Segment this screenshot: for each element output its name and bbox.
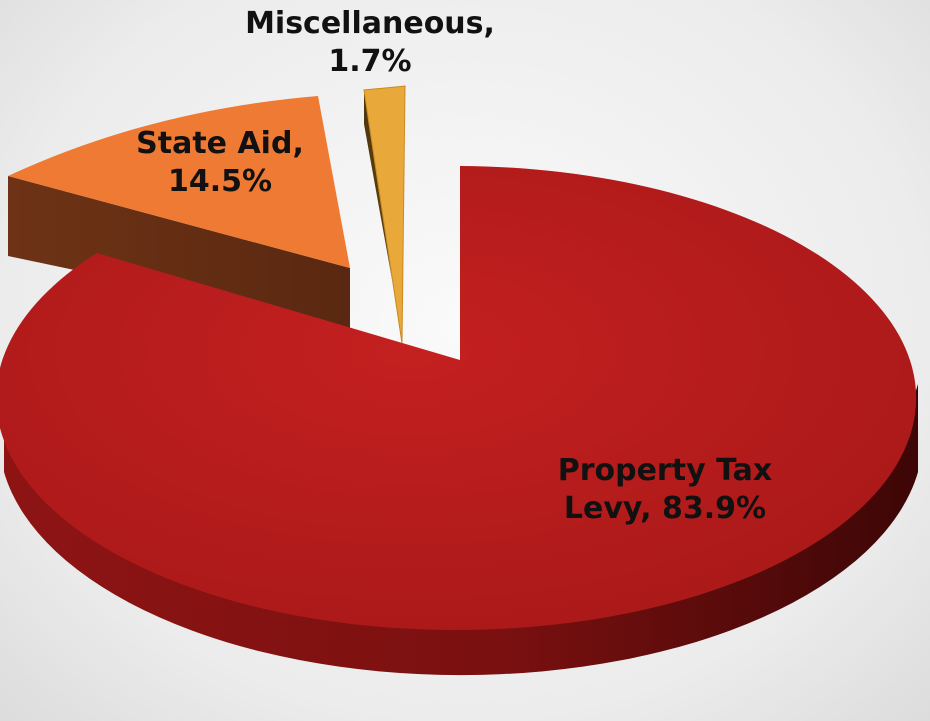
data-label-state-aid-line1: State Aid, (136, 126, 304, 161)
data-label-property-tax-levy-line1: Property Tax (557, 453, 773, 488)
data-label-miscellaneous-line1: Miscellaneous, (245, 6, 495, 41)
data-label-property-tax-levy: Property Tax Levy, 83.9% (550, 452, 780, 528)
pie-slice-property-tax-levy-side (4, 384, 918, 676)
pie-slice-miscellaneous (363, 85, 406, 344)
data-label-miscellaneous-line2: 1.7% (328, 44, 412, 79)
data-label-property-tax-levy-line2: Levy, 83.9% (563, 491, 767, 526)
data-label-state-aid: State Aid, 14.5% (120, 125, 320, 201)
data-label-miscellaneous: Miscellaneous, 1.7% (235, 5, 505, 81)
pie-slice-property-tax-levy (0, 166, 917, 630)
pie-slice-state-aid (8, 96, 350, 268)
pie-slice-state-aid-side (8, 176, 350, 328)
data-label-state-aid-line2: 14.5% (167, 164, 273, 199)
